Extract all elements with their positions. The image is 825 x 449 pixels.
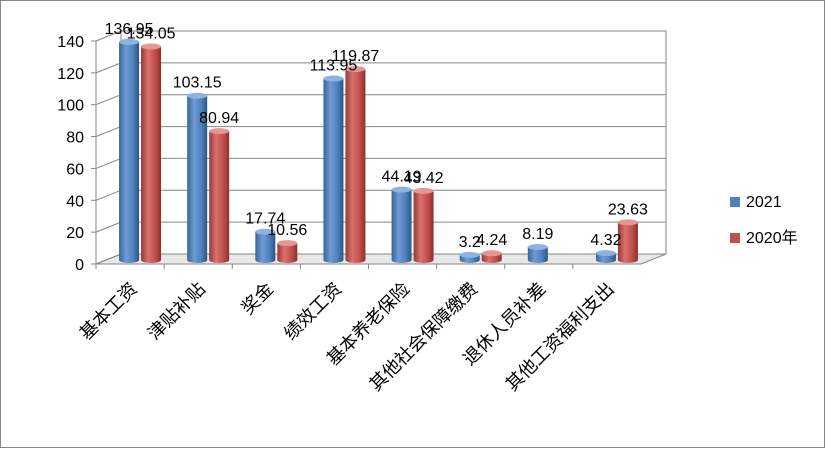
y-tick-label: 140 bbox=[57, 34, 84, 51]
bar-top bbox=[209, 128, 230, 135]
bar-top bbox=[413, 187, 434, 194]
gridline-side bbox=[95, 253, 122, 265]
bar-body bbox=[209, 131, 230, 263]
bar-top bbox=[459, 251, 480, 258]
bar-top bbox=[527, 243, 548, 250]
y-tick-label: 80 bbox=[66, 130, 84, 147]
y-tick-label: 100 bbox=[57, 98, 84, 115]
bar bbox=[323, 75, 344, 263]
data-label: 10.56 bbox=[267, 222, 307, 239]
bar bbox=[255, 228, 276, 263]
bar-body bbox=[255, 231, 276, 263]
plot-floor bbox=[95, 253, 667, 265]
data-label: 4.32 bbox=[590, 232, 621, 249]
plot-back-wall bbox=[95, 30, 667, 265]
bar bbox=[459, 251, 480, 263]
bar-body bbox=[345, 69, 366, 264]
category-label: 绩效工资 bbox=[280, 279, 346, 345]
gridline-side bbox=[95, 30, 122, 42]
bar-top bbox=[391, 186, 412, 193]
bar bbox=[617, 219, 638, 263]
bars bbox=[119, 38, 638, 264]
legend-swatch bbox=[730, 233, 740, 243]
category-label: 津贴补贴 bbox=[144, 279, 210, 345]
bar bbox=[187, 92, 208, 264]
gridline-side bbox=[95, 189, 122, 201]
data-label: 119.87 bbox=[332, 48, 380, 65]
y-axis-ticks: 0 20 40 60 80 100 120 140 bbox=[57, 34, 96, 274]
gridline-side bbox=[95, 221, 122, 233]
bar-body bbox=[187, 95, 208, 264]
bar bbox=[209, 128, 230, 263]
y-tick-label: 20 bbox=[66, 225, 84, 242]
bar-top bbox=[323, 75, 344, 82]
bar bbox=[277, 240, 298, 263]
bar-top bbox=[595, 250, 616, 257]
data-label: 4.24 bbox=[476, 232, 507, 249]
data-label: 103.15 bbox=[173, 75, 222, 92]
bar bbox=[391, 186, 412, 263]
data-label: 8.19 bbox=[522, 226, 553, 243]
bar-body bbox=[119, 41, 140, 263]
bar-body bbox=[617, 222, 638, 263]
y-tick-label: 0 bbox=[75, 257, 84, 274]
gridline-side bbox=[95, 94, 122, 106]
data-label: 134.05 bbox=[127, 25, 176, 42]
bar-body bbox=[391, 189, 412, 263]
bar-top bbox=[277, 240, 298, 247]
bar bbox=[345, 66, 366, 264]
bar-top bbox=[119, 38, 140, 45]
data-label: 44.19 bbox=[382, 169, 422, 186]
legend-label: 2020年 bbox=[746, 229, 798, 247]
category-label: 奖金 bbox=[238, 279, 278, 319]
bar-top bbox=[187, 92, 208, 99]
data-label: 136.95 bbox=[105, 21, 154, 38]
bar-body bbox=[323, 78, 344, 263]
data-label: 43.42 bbox=[404, 170, 444, 187]
legend-label: 2021 bbox=[746, 194, 782, 211]
bar-top bbox=[481, 250, 502, 257]
bar bbox=[481, 250, 502, 263]
gridline-side bbox=[95, 157, 122, 169]
bar bbox=[527, 243, 548, 263]
bar bbox=[595, 250, 616, 263]
gridline-side bbox=[95, 62, 122, 74]
bar bbox=[119, 38, 140, 263]
category-label: 基本工资 bbox=[76, 279, 142, 345]
bar-top bbox=[345, 66, 366, 73]
bar-body bbox=[527, 246, 548, 263]
bar bbox=[141, 43, 162, 263]
x-axis-categories: 基本工资 津贴补贴 奖金 绩效工资基本养老保险其他社会保障缴费退休人员补差其他工资福利… bbox=[76, 279, 619, 396]
y-tick-label: 60 bbox=[66, 161, 84, 178]
y-tick-label: 40 bbox=[66, 193, 84, 210]
bar-top bbox=[141, 43, 162, 50]
data-label: 3.2 bbox=[459, 234, 481, 251]
y-tick-label: 120 bbox=[57, 66, 84, 83]
data-label: 80.94 bbox=[199, 110, 239, 127]
bar-body bbox=[277, 243, 298, 263]
bar-top bbox=[255, 228, 276, 235]
data-label: 113.95 bbox=[310, 57, 358, 74]
data-label: 17.74 bbox=[245, 211, 285, 228]
legend-swatch bbox=[730, 197, 740, 207]
axes bbox=[95, 41, 641, 269]
bar bbox=[413, 187, 434, 263]
data-label: 23.63 bbox=[608, 201, 648, 218]
bar-body bbox=[141, 46, 162, 263]
legend: 2021 2020年 bbox=[730, 194, 798, 247]
bar-top bbox=[617, 219, 638, 226]
gridline-side bbox=[95, 126, 122, 138]
bar-body bbox=[413, 190, 434, 263]
